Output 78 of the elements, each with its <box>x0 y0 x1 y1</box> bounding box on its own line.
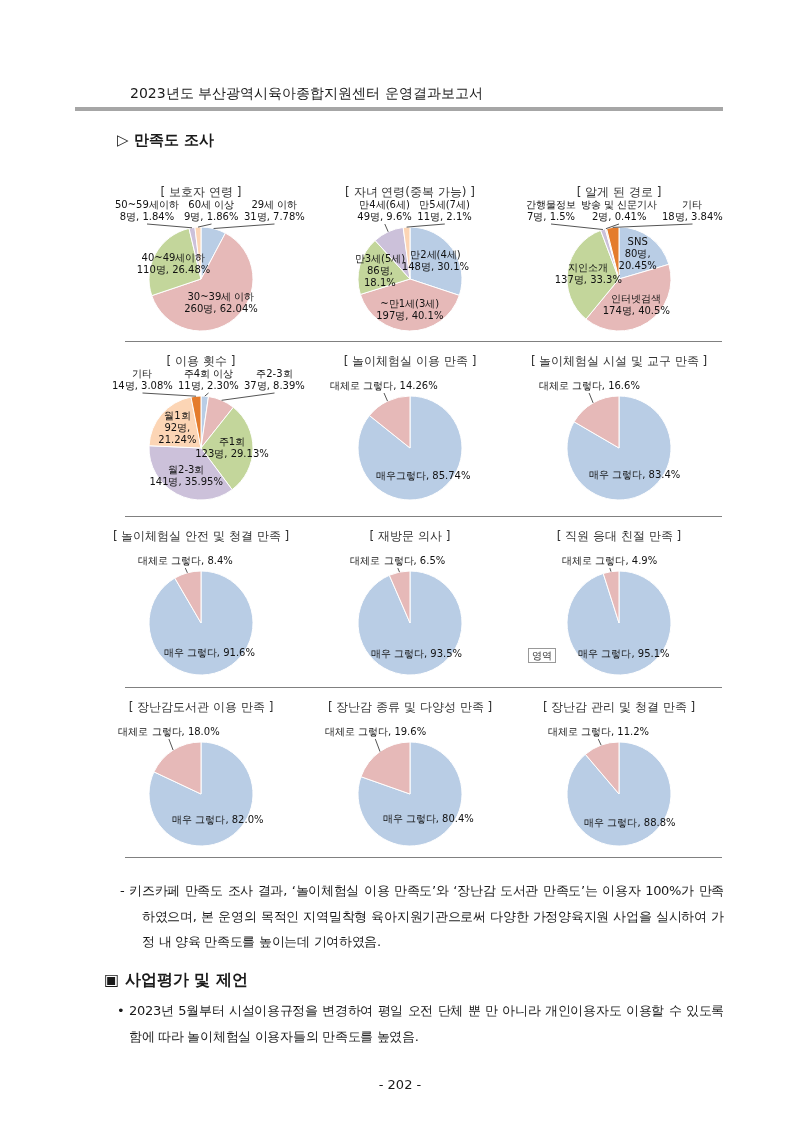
text: 2023년도 부산광역시육아종합지원센터 운영결과보고서 <box>130 84 483 102</box>
data-label: 8명, 1.84% <box>119 211 175 222</box>
slice-label: 매우 그렇다, 88.8% <box>584 817 676 830</box>
slice-label: 30~39세 이하 <box>187 290 255 302</box>
chart-title: [ 놀이체험실 시설 및 교구 만족 ] <box>530 354 708 368</box>
slice-label: 50~59세이하 <box>115 199 179 210</box>
chart-title: [ 알게 된 경로 ] <box>576 185 662 199</box>
data-label: 14명, 3.08% <box>112 380 173 391</box>
chart-title: [ 놀이체험실 안전 및 청결 만족 ] <box>112 529 290 543</box>
data-label: 31명, 7.78% <box>244 211 305 222</box>
data-label: 123명, 29.13% <box>195 448 269 460</box>
data-label: 11명, 2.1% <box>417 211 472 222</box>
data-label: 9명, 1.86% <box>184 211 239 222</box>
text: 영역 <box>528 648 556 663</box>
slice-label: 대체로 그렇다, 16.6% <box>538 380 640 392</box>
slice-label: 방송 및 신문기사 <box>581 199 658 210</box>
chart-title: [ 자녀 연령(중복 가능) ] <box>345 185 475 199</box>
slice-label: 매우 그렇다, 80.4% <box>382 813 474 826</box>
slice-label: SNS <box>627 236 648 248</box>
slice-label: 매우 그렇다, 82.0% <box>172 814 264 827</box>
slice-label: ~만1세(3세) <box>380 298 440 310</box>
slice-label: 40~49세이하 <box>141 251 206 263</box>
chart-title: [ 장난감 관리 및 청결 만족 ] <box>542 700 696 714</box>
text: - 키즈카페 만족도 조사 결과, ‘놀이체험실 이용 만족도’와 ‘장난감 도서관 만족도’는 이용자 100%가 만족하였으며, 본 운영의 목적인 지역밀착형 육아지원기관으로써 다양한 가정양육지원 사업을 실시하여 가정 내 양육 만족도를 높이는데 기여하였음. <box>120 882 724 951</box>
text: - 202 - <box>377 1076 423 1094</box>
slice-label: 매우 그렇다, 93.5% <box>370 647 463 660</box>
slice-label: 대체로 그렇다, 14.26% <box>330 380 438 392</box>
slice-label: 월1회 <box>164 409 191 421</box>
slice-label: 간행물정보 <box>526 199 576 210</box>
data-label: 110명, 26.48% <box>136 263 211 275</box>
slice-label: 대체로 그렇다, 4.9% <box>562 555 658 567</box>
data-label: 260명, 62.04% <box>184 302 258 314</box>
chart-title: [ 직원 응대 친절 만족 ] <box>556 529 682 543</box>
data-label: 80명, 20.45% <box>618 248 657 272</box>
data-label: 197명, 40.1% <box>376 310 444 322</box>
slice-label: 매우 그렇다, 95.1% <box>578 647 670 660</box>
data-label: 141명, 35.95% <box>149 475 223 487</box>
data-label: 137명, 33.3% <box>554 273 622 285</box>
data-label: 7명, 1.5% <box>526 211 576 222</box>
data-label: 174명, 40.5% <box>602 305 670 317</box>
chart-title: [ 놀이체험실 이용 만족 ] <box>343 354 477 368</box>
slice-label: 대체로 그렇다, 6.5% <box>350 555 446 567</box>
data-label: 49명, 9.6% <box>357 211 412 222</box>
slice-label: 주1회 <box>218 436 246 448</box>
chart-title: [ 재방문 의사 ] <box>369 529 451 543</box>
chart-title: [ 장난감도서관 이용 만족 ] <box>128 700 274 714</box>
chart-title: [ 보호자 연령 ] <box>160 185 242 199</box>
data-label: 18명, 3.84% <box>662 211 723 222</box>
slice-label: 만3세(5세) <box>354 252 406 264</box>
slice-label: 기타 <box>682 199 703 210</box>
data-label: 11명, 2.30% <box>178 380 239 391</box>
text: ▣ 사업평가 및 제언 <box>104 970 248 990</box>
slice-label: 대체로 그렇다, 11.2% <box>547 726 650 738</box>
slice-label: 대체로 그렇다, 19.6% <box>324 726 427 738</box>
slice-label: 만4세(6세) <box>359 199 410 210</box>
slice-label: 60세 이상 <box>188 199 235 210</box>
slice-label: 대체로 그렇다, 8.4% <box>137 555 233 567</box>
slice-label: 대체로 그렇다, 18.0% <box>118 726 220 738</box>
slice-label: 지인소개 <box>568 261 609 273</box>
text: ▷ 만족도 조사 <box>117 130 214 150</box>
slice-label: 만2세(4세) <box>410 248 461 260</box>
chart-title: [ 장난감 종류 및 다양성 만족 ] <box>327 700 493 714</box>
data-label: 86명, 18.1% <box>364 264 396 288</box>
slice-label: 주4회 이상 <box>183 368 234 379</box>
slice-label: 월2-3회 <box>168 463 205 475</box>
slice-label: 매우 그렇다, 83.4% <box>589 469 681 482</box>
slice-label: 주2-3회 <box>256 368 293 379</box>
slice-label: 만5세(7세) <box>419 199 470 210</box>
chart-title: [ 이용 횟수 ] <box>166 354 236 368</box>
slice-label: 인터넷검색 <box>611 293 662 305</box>
data-label: 92명, 21.24% <box>158 421 197 445</box>
slice-label: 기타 <box>132 368 153 379</box>
data-label: 37명, 8.39% <box>244 380 305 391</box>
slice-label: 매우그렇다, 85.74% <box>376 470 471 483</box>
slice-label: 29세 이하 <box>251 199 298 210</box>
slice-label: 매우 그렇다, 91.6% <box>163 647 255 660</box>
data-label: 2명, 0.41% <box>591 211 647 222</box>
text: • 2023년 5월부터 시설이용규정을 변경하여 평일 오전 단체 뿐 만 아니라 개인이용자도 이용할 수 있도록 함에 따라 놀이체험실 이용자들의 만족도를 높였음. <box>117 1002 724 1046</box>
